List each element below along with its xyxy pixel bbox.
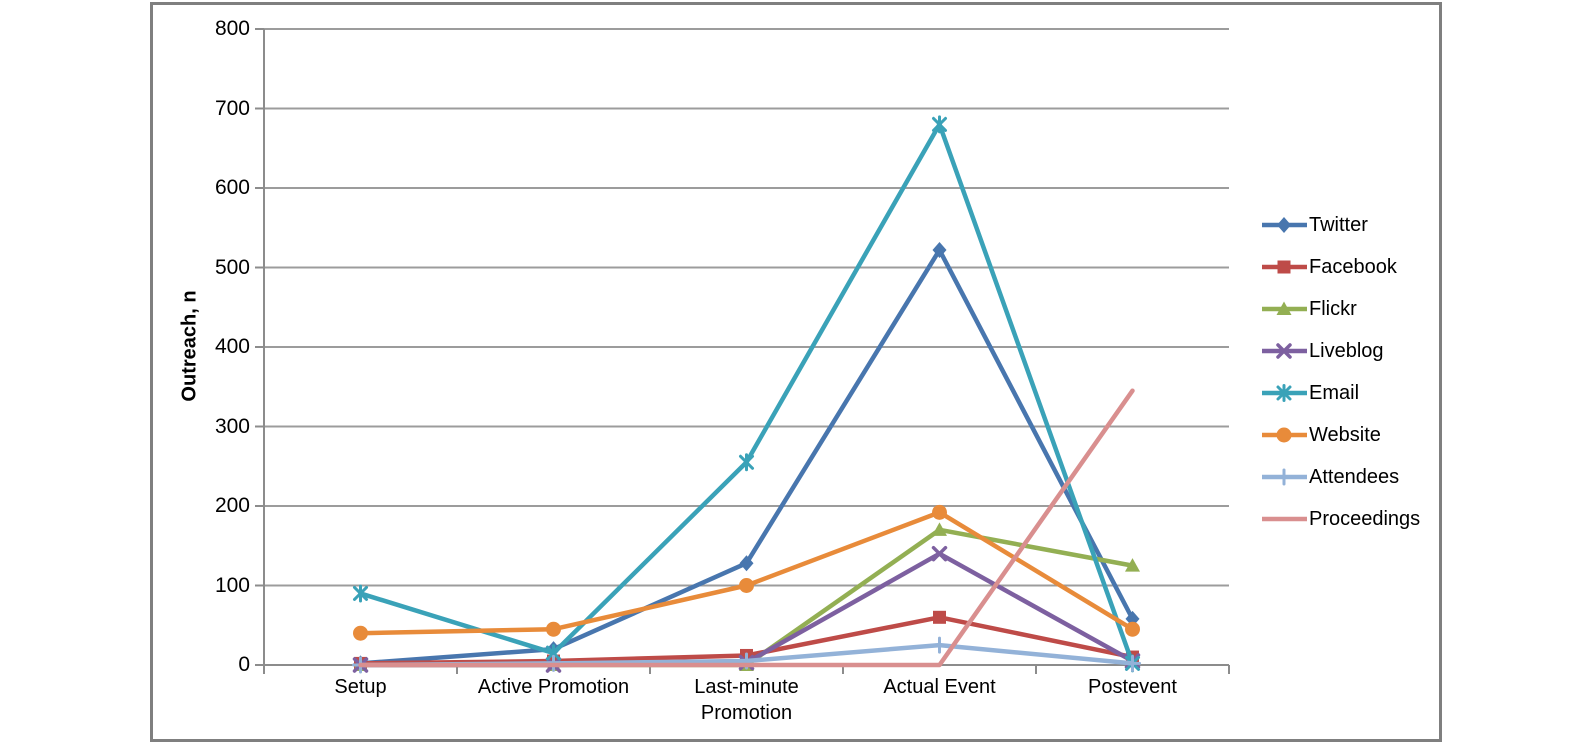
legend-entry: Liveblog [1261, 330, 1420, 372]
legend-label: Twitter [1309, 214, 1368, 236]
legend-label: Flickr [1309, 298, 1357, 320]
legend-marker-icon [1262, 301, 1307, 315]
y-tick-label: 0 [238, 653, 250, 676]
chart-svg [255, 28, 1230, 674]
legend-label: Email [1309, 382, 1360, 404]
legend-label: Proceedings [1309, 508, 1421, 530]
x-tick-label: Postevent [1088, 676, 1177, 698]
y-tick-label: 300 [214, 414, 250, 438]
legend: Twitter Facebook Flickr Liveblog Email Websit… [1261, 204, 1420, 540]
legend-entry: Website [1261, 414, 1420, 456]
y-tick-label: 800 [214, 17, 250, 40]
chart-frame: Outreach, n 0 100 200 300 400 500 600 700 800 Se… [150, 2, 1442, 742]
x-tick-label: Active Promotion [477, 676, 630, 698]
legend-marker-icon [1262, 384, 1307, 402]
y-tick-label: 100 [214, 573, 250, 597]
legend-label: Attendees [1309, 466, 1400, 488]
x-tick-label: Setup [334, 676, 387, 698]
legend-marker-icon [1262, 427, 1307, 443]
legend-label: Facebook [1309, 256, 1397, 278]
legend-entry: Facebook [1261, 246, 1420, 288]
legend-entry: Flickr [1261, 288, 1420, 330]
legend-label: Liveblog [1309, 340, 1384, 362]
y-tick-label: 200 [214, 494, 250, 517]
legend-marker-icon [1262, 343, 1307, 359]
legend-label: Website [1309, 424, 1381, 446]
legend-entry: Proceedings [1261, 498, 1420, 540]
legend-marker-icon [1262, 217, 1307, 233]
legend-entry: Attendees [1261, 456, 1420, 498]
y-tick-label: 500 [214, 255, 250, 279]
legend-marker-icon [1262, 516, 1307, 522]
x-tick-label: Actual Event [883, 676, 996, 698]
legend-marker-icon [1262, 260, 1307, 274]
x-tick-label: Last-minute Promotion [694, 676, 799, 724]
y-tick-label: 700 [214, 96, 250, 120]
y-tick-label: 400 [214, 335, 250, 358]
legend-marker-icon [1262, 468, 1307, 486]
legend-entry: Twitter [1261, 204, 1420, 246]
legend-entry: Email [1261, 372, 1420, 414]
y-tick-label: 600 [214, 176, 250, 199]
